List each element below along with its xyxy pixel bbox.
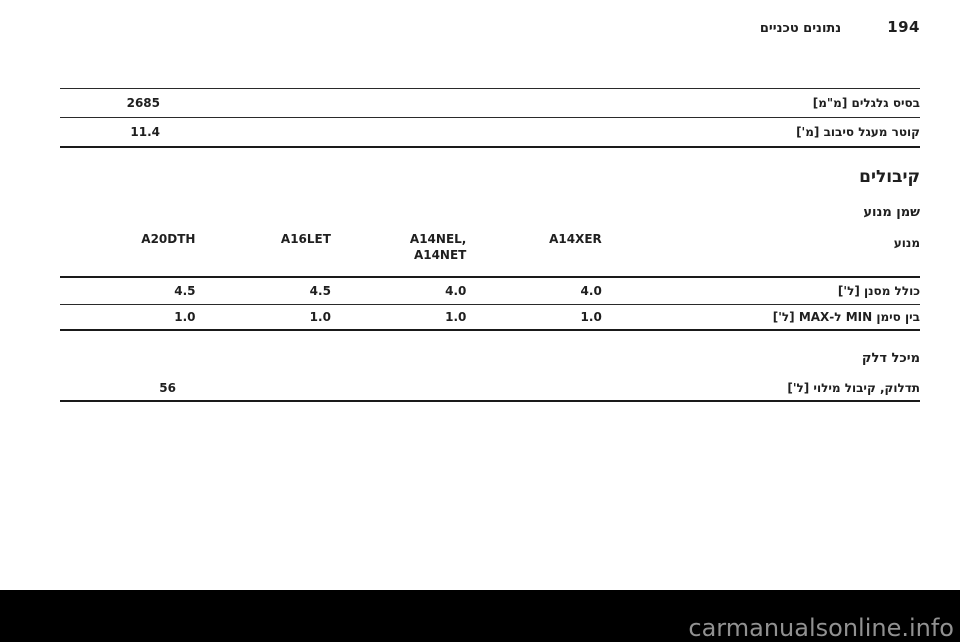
table-row: כולל מסנן [ל'] 4.0 4.0 4.5 4.5 — [60, 277, 920, 305]
row-value: 2685 — [126, 96, 160, 110]
engine-column-header: A14NEL, A14NET — [330, 229, 467, 278]
engine-corner-header: מנוע — [601, 229, 920, 278]
chapter-title: נתונים טכניים — [759, 21, 842, 36]
value-cell: 1.0 — [466, 304, 602, 331]
table-row: תדלוק, קיבול מילוי [ל'] 56 — [60, 376, 920, 402]
row-value: 56 — [60, 376, 176, 402]
page-number: 194 — [887, 18, 920, 36]
page-header: 194 נתונים טכניים — [760, 18, 920, 36]
watermark-link[interactable]: carmanualsonline.info — [688, 613, 954, 642]
row-value: 11.4 — [130, 124, 160, 139]
dimensions-table: בסיס גלגלים [מ"מ] 2685 קוטר מעגל סיבוב [… — [60, 88, 920, 148]
row-label: קוטר מעגל סיבוב [מ'] — [796, 124, 920, 139]
engine-column-header: A16LET — [195, 229, 331, 278]
engine-column-header: A20DTH — [60, 229, 196, 278]
value-cell: 1.0 — [195, 304, 331, 331]
row-label: תדלוק, קיבול מילוי [ל'] — [176, 376, 920, 402]
value-cell: 4.5 — [60, 277, 196, 305]
row-label: בין סימן MIN ל-MAX [ל'] — [601, 304, 920, 331]
value-cell: 4.0 — [466, 277, 602, 305]
row-label: כולל מסנן [ל'] — [601, 277, 920, 305]
table-header-row: מנוע A14XER A14NEL, A14NET A16LET A20DTH — [60, 229, 920, 278]
engine-oil-table: מנוע A14XER A14NEL, A14NET A16LET A20DTH… — [60, 229, 920, 331]
value-cell: 1.0 — [330, 304, 467, 331]
fuel-tank-table: תדלוק, קיבול מילוי [ל'] 56 — [60, 376, 920, 402]
table-row: קוטר מעגל סיבוב [מ'] 11.4 — [60, 118, 920, 147]
value-cell: 1.0 — [60, 304, 196, 331]
table-row: בין סימן MIN ל-MAX [ל'] 1.0 1.0 1.0 1.0 — [60, 304, 920, 331]
fuel-tank-heading: מיכל דלק — [861, 351, 920, 366]
value-cell: 4.5 — [195, 277, 331, 305]
table-row: בסיס גלגלים [מ"מ] 2685 — [60, 89, 920, 118]
engine-column-header: A14XER — [466, 229, 602, 278]
bottom-bar: carmanualsonline.info — [0, 590, 960, 642]
engine-oil-subheading: שמן מנוע — [863, 205, 920, 220]
row-label: בסיס גלגלים [מ"מ] — [812, 96, 920, 110]
capacities-heading: קיבולים — [859, 167, 920, 187]
value-cell: 4.0 — [330, 277, 467, 305]
